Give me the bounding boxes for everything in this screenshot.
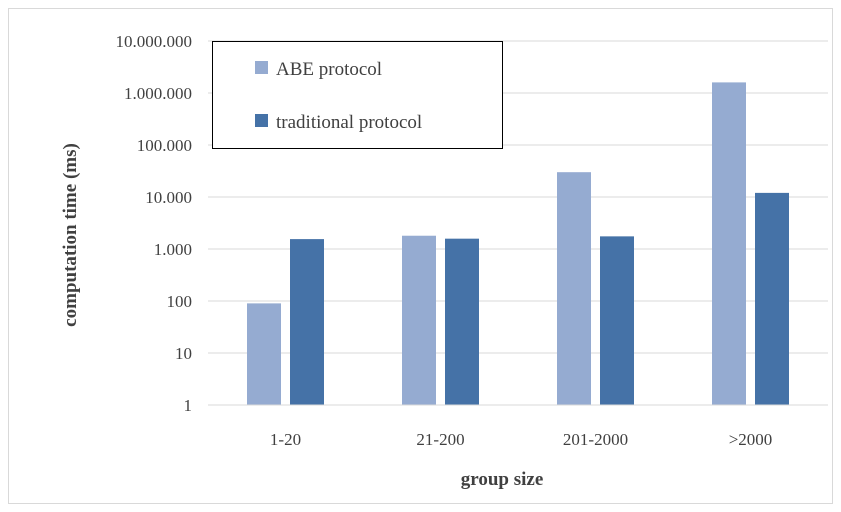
- x-axis-title: group size: [461, 469, 544, 490]
- bars: [247, 82, 789, 406]
- x-tick-labels: 1-20 21-200 201-2000 >2000: [270, 430, 772, 449]
- bar-traditional-0: [290, 239, 324, 405]
- x-tick-label: 1-20: [270, 430, 301, 449]
- y-tick-label: 10.000.000: [116, 32, 193, 51]
- x-tick-label: 21-200: [416, 430, 464, 449]
- bar-traditional-1: [445, 238, 479, 405]
- y-tick-label: 1: [184, 396, 193, 415]
- y-tick-label: 1.000: [154, 240, 192, 259]
- y-tick-label: 100: [167, 292, 193, 311]
- bar-traditional-3: [755, 192, 789, 405]
- y-tick-label: 100.000: [137, 136, 192, 155]
- bar-abe-1: [402, 235, 436, 405]
- legend-swatch-traditional: [255, 114, 268, 127]
- bar-abe-0: [247, 303, 281, 405]
- y-tick-label: 10: [175, 344, 192, 363]
- legend-label-abe: ABE protocol: [276, 59, 382, 80]
- legend-swatch-abe: [255, 61, 268, 74]
- y-tick-label: 1.000.000: [124, 84, 192, 103]
- y-tick-label: 10.000: [145, 188, 192, 207]
- legend-box: [212, 41, 503, 149]
- bar-abe-2: [557, 172, 591, 405]
- bar-abe-3: [712, 82, 746, 406]
- x-tick-label: >2000: [729, 430, 773, 449]
- y-axis-title: computation time (ms): [60, 143, 81, 327]
- bar-traditional-2: [600, 236, 634, 405]
- legend-label-traditional: traditional protocol: [276, 112, 422, 133]
- y-tick-labels: 1 10 100 1.000 10.000 100.000 1.000.000 10.000.…: [116, 32, 193, 415]
- x-tick-label: 201-2000: [563, 430, 628, 449]
- legend: ABE protocol traditional protocol: [212, 41, 503, 149]
